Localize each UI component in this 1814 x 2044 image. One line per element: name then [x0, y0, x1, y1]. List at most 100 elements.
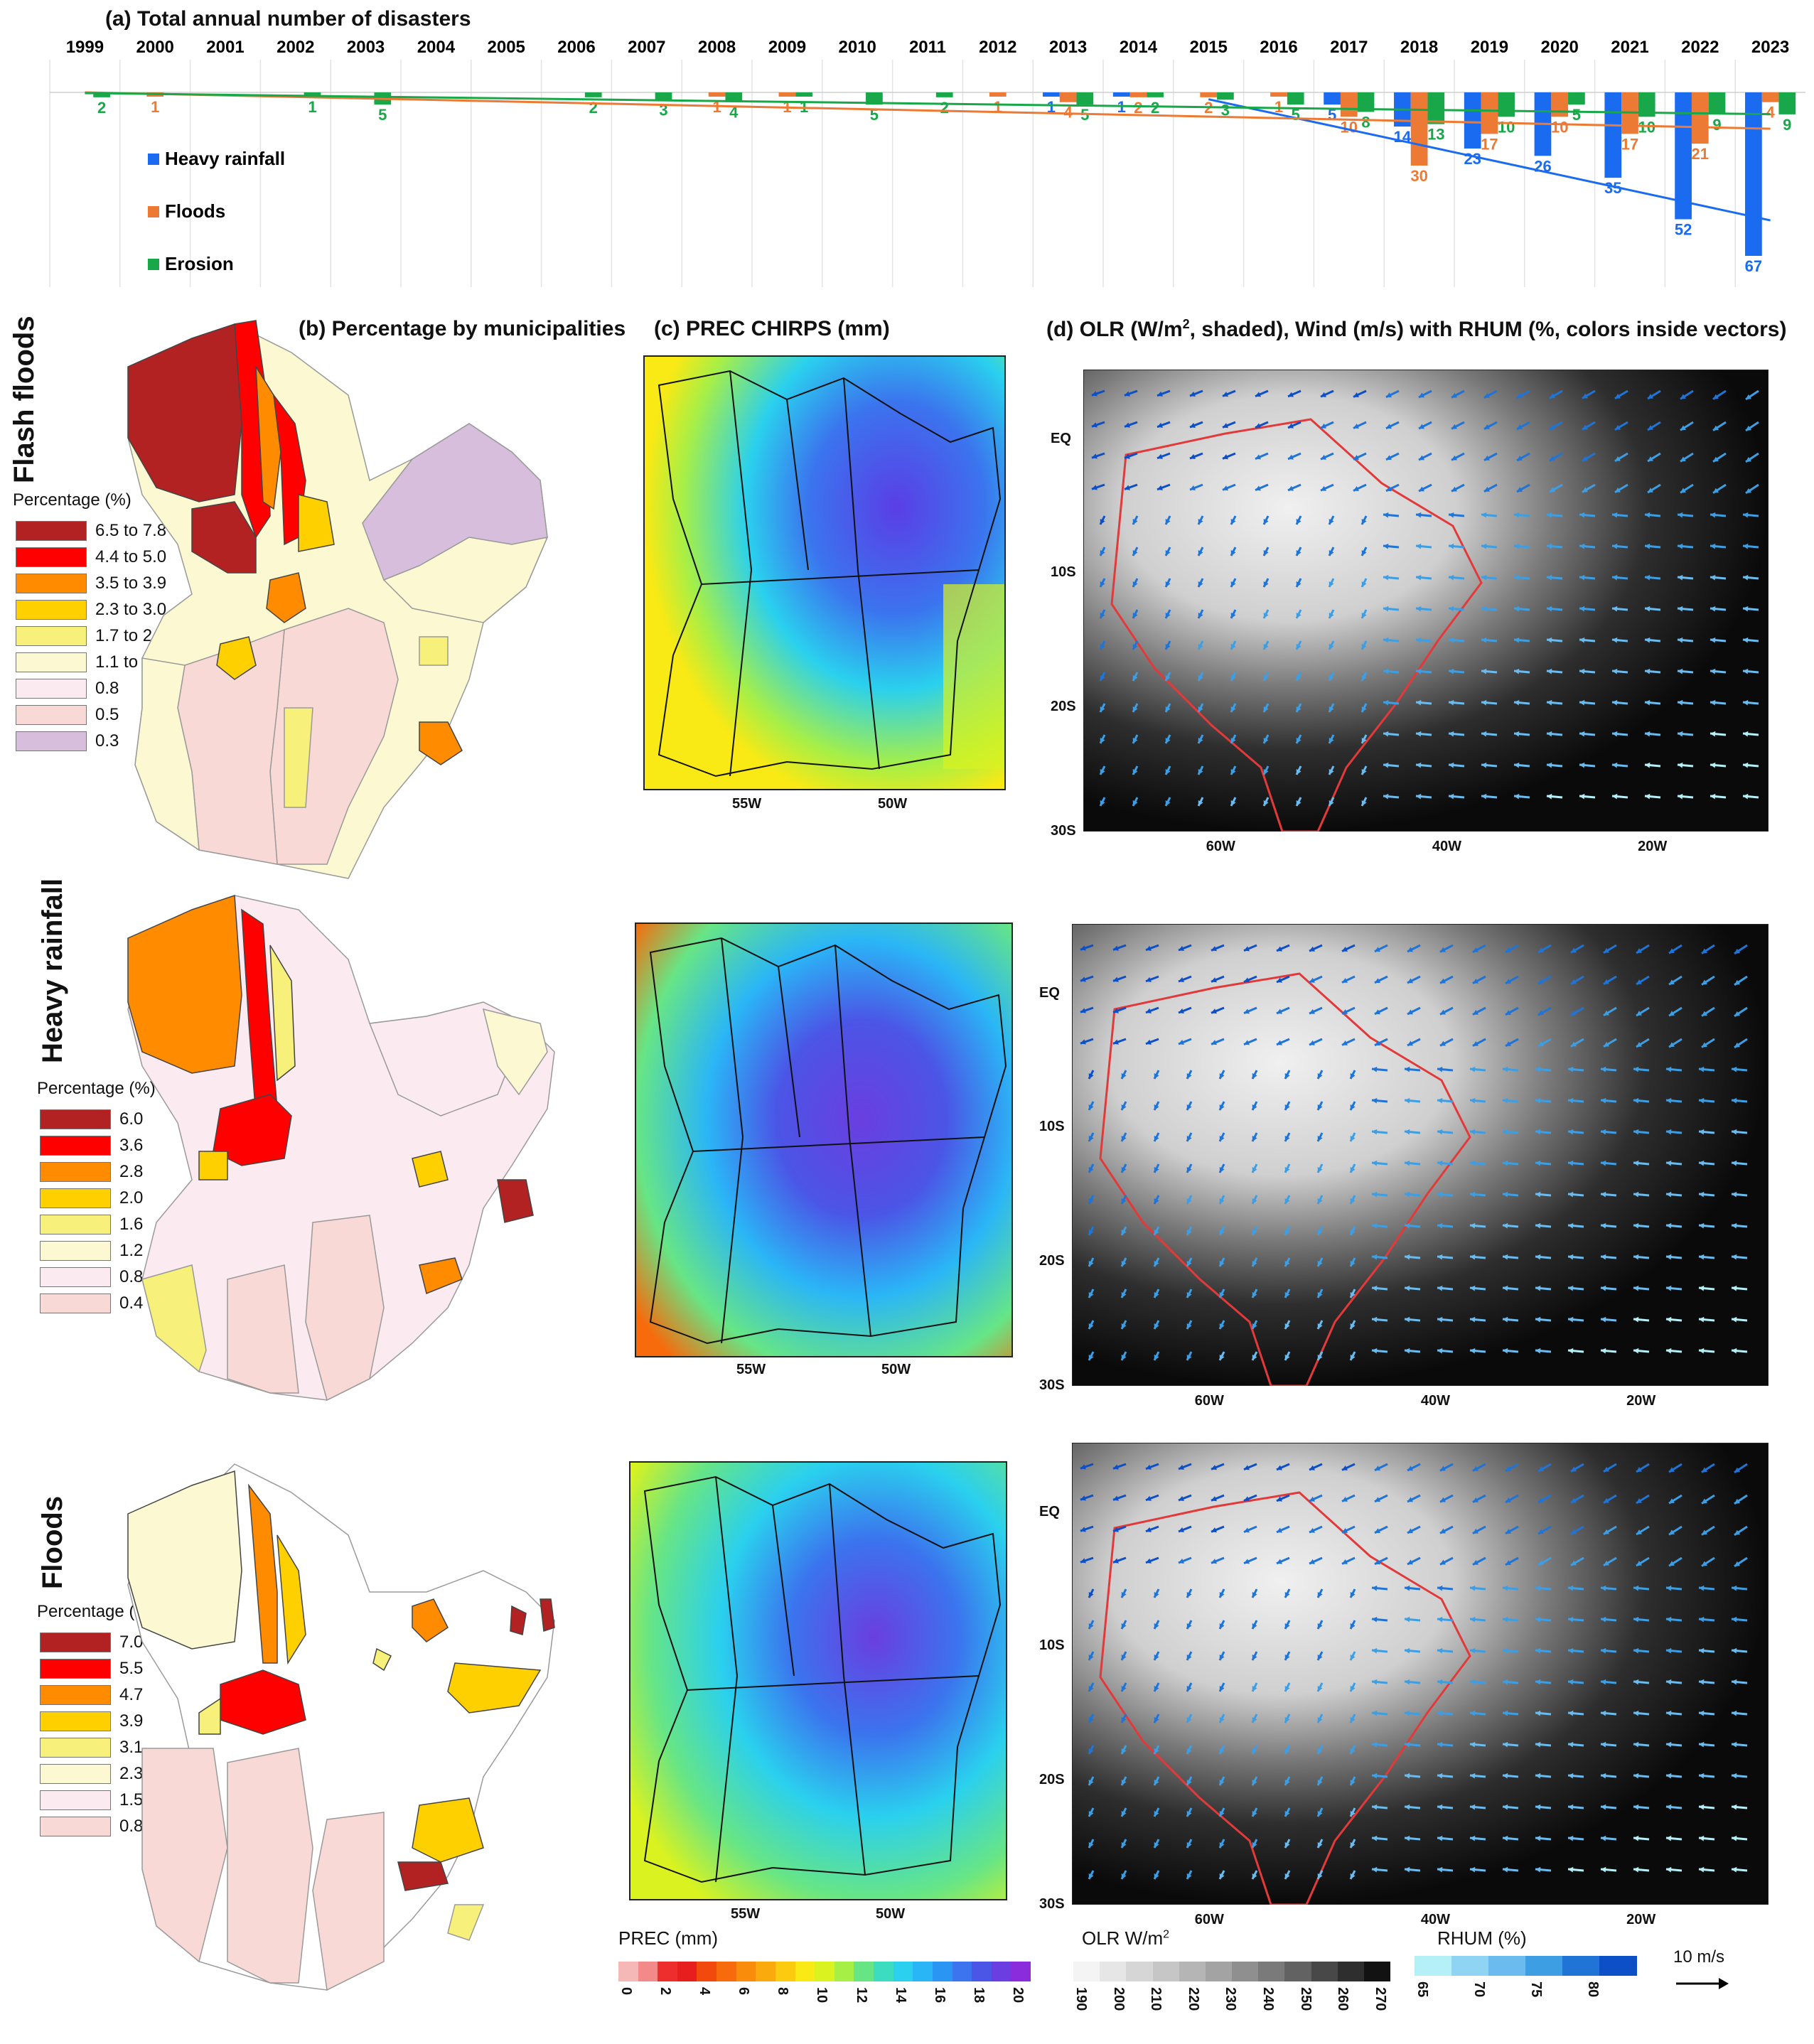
wind-vector-head: [1219, 1230, 1225, 1235]
wind-vector-head: [1088, 1842, 1094, 1848]
legend-item: 0.8: [40, 1814, 143, 1839]
wind-vector-head: [1252, 1748, 1257, 1754]
wind-vector-head: [1470, 1254, 1476, 1260]
year-tick-label: 2005: [488, 38, 525, 57]
wind-vector-head: [1470, 1129, 1476, 1135]
year-tick-label: 1999: [66, 38, 104, 57]
colorbar-tick-label: 12: [853, 1987, 869, 2003]
colorbar-tick-label: 8: [775, 1987, 791, 1996]
colorbar-segment: [775, 1962, 796, 1981]
bar-value-label: 8: [1361, 113, 1370, 131]
wind-vector-head: [1317, 1136, 1323, 1141]
wind-vector-head: [1571, 1560, 1577, 1566]
wind-vector-head: [1571, 979, 1577, 984]
wind-vector-head: [1350, 1842, 1356, 1848]
municipality-map-flash-floods: [127, 320, 549, 879]
wind-vector-head: [1503, 1066, 1508, 1072]
wind-vector-head: [1449, 637, 1454, 643]
wind-vector-head: [1405, 1254, 1410, 1260]
wind-vector-head: [1582, 456, 1588, 461]
wind-vector-head: [1263, 675, 1269, 681]
wind-vector-head: [1547, 762, 1552, 768]
wind-vector-head: [1179, 977, 1184, 983]
wind-vector-head: [1633, 1066, 1639, 1072]
bar-value-label: 2: [97, 99, 106, 117]
wind-vector-head: [1342, 946, 1348, 952]
wind-vector-head: [1506, 1497, 1511, 1502]
wind-vector-head: [1342, 1559, 1348, 1564]
wind-vector-head: [1350, 1811, 1356, 1817]
wind-vector-head: [1223, 392, 1228, 397]
wind-vector-head: [1080, 1495, 1086, 1501]
wind-vector-head: [1568, 1647, 1574, 1654]
wind-vector-head: [1361, 613, 1367, 618]
legend-label: 0.4: [119, 1293, 144, 1313]
wind-vector-head: [1375, 1040, 1380, 1046]
colorbar-segment: [1451, 1956, 1489, 1976]
bar-heavy-rainfall: [1464, 92, 1481, 149]
wind-vector-head: [1604, 1529, 1609, 1534]
wind-vector-head: [1190, 485, 1196, 491]
legend-swatch: [148, 206, 159, 217]
bar-erosion: [1708, 92, 1726, 114]
wind-vector-head: [1350, 1198, 1356, 1204]
wind-vector-head: [1088, 1073, 1094, 1079]
year-tick-label: 2004: [417, 38, 456, 57]
bar-floods: [1551, 92, 1569, 117]
wind-vector-head: [1579, 606, 1585, 612]
bar-value-label: 5: [1572, 106, 1581, 124]
wind-vector-head: [1666, 1741, 1672, 1748]
bar-value-label: 17: [1481, 135, 1498, 153]
legend-item: 6.0: [40, 1107, 143, 1131]
wind-vector-head: [1350, 1292, 1356, 1298]
wind-vector-head: [1568, 1254, 1574, 1260]
wind-vector-head: [1146, 1008, 1152, 1013]
wind-vector-head: [1375, 1528, 1380, 1534]
bar-value-label: 9: [1783, 116, 1791, 134]
wind-vector-head: [1547, 793, 1552, 800]
wind-vector-head: [1612, 793, 1618, 800]
wind-vector-head: [1154, 1748, 1159, 1754]
wind-vector-head: [1277, 1040, 1282, 1045]
wind-vector-head: [1503, 1222, 1508, 1229]
colorbar-segment: [1100, 1962, 1127, 1981]
wind-vector-head: [1416, 731, 1422, 737]
wind-vector-head: [1710, 606, 1716, 612]
bar-value-label: 30: [1410, 167, 1427, 185]
wind-vector-head: [1633, 1348, 1639, 1354]
wind-vector-head: [1710, 668, 1716, 674]
wind-vector-head: [1481, 606, 1487, 612]
legend-swatch: [40, 1136, 111, 1156]
year-tick-label: 2022: [1681, 38, 1719, 57]
wind-vector-head: [1669, 1011, 1675, 1016]
wind-vector-head: [1361, 550, 1367, 556]
wind-vector-head: [1514, 762, 1520, 768]
wind-vector-head: [1252, 1623, 1257, 1629]
bar-value-label: 21: [1692, 145, 1709, 163]
wind-vector-head: [1375, 978, 1380, 984]
olr-ytick-label: 30S: [1039, 1377, 1065, 1393]
colorbar-segment: [677, 1962, 697, 1981]
legend-flash-floods: Percentage (%) 6.5 to 7.8 4.4 to 5.0 3.5 t…: [13, 490, 166, 775]
wind-vector-head: [1309, 1465, 1315, 1470]
wind-vector-head: [1437, 1191, 1443, 1198]
wind-vector-head: [1666, 1647, 1672, 1654]
wind-vector-head: [1284, 1261, 1290, 1266]
wind-vector-head: [1080, 1008, 1086, 1013]
olr-field-1: [1083, 370, 1769, 832]
legend-label: 4.7: [119, 1685, 144, 1704]
wind-vector-head: [1121, 1104, 1127, 1110]
wind-vector-head: [1503, 1647, 1508, 1654]
wind-vector-head: [1612, 762, 1618, 768]
bar-erosion: [725, 92, 743, 102]
legend-label: 3.9: [119, 1711, 144, 1731]
wind-vector-head: [1437, 1710, 1443, 1716]
wind-vector-head: [1579, 512, 1585, 518]
wind-vector-head: [1571, 1497, 1577, 1503]
wind-vector-head: [1219, 1261, 1225, 1266]
wind-vector-head: [1612, 574, 1618, 581]
colorbar-segment: [658, 1962, 678, 1981]
wind-vector-head: [1470, 1710, 1476, 1716]
colorbar-segment: [717, 1962, 737, 1981]
wind-vector-head: [1517, 456, 1523, 461]
